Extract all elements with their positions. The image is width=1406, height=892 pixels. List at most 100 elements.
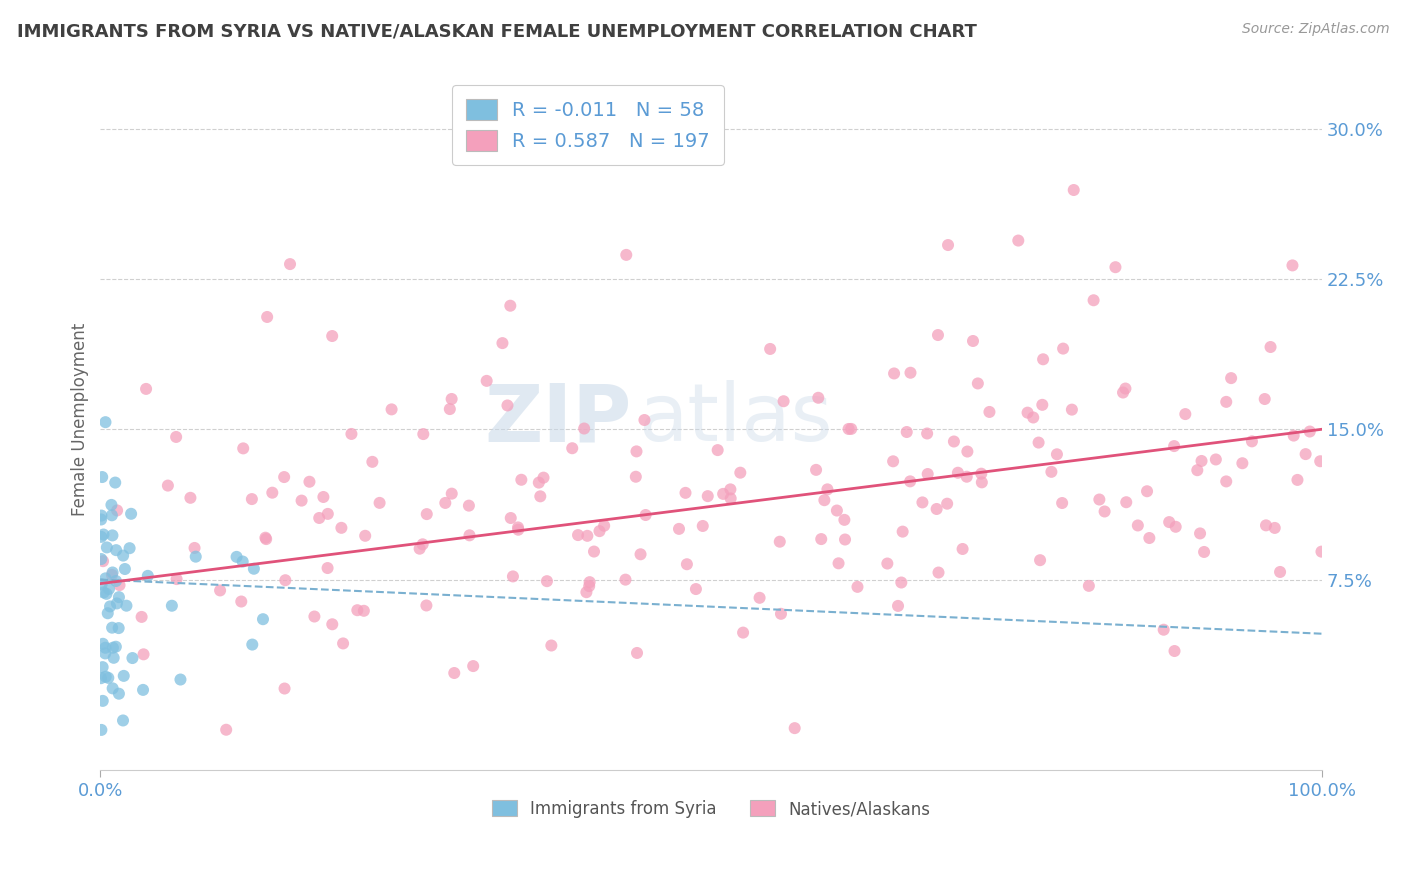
Point <box>1286 473 1309 487</box>
Point <box>896 425 918 439</box>
Point <box>1032 352 1054 367</box>
Point <box>1254 392 1277 406</box>
Point <box>578 575 600 590</box>
Point <box>105 503 128 517</box>
Point <box>434 496 457 510</box>
Point <box>408 541 430 556</box>
Point <box>103 650 125 665</box>
Point <box>1094 504 1116 518</box>
Point <box>529 489 551 503</box>
Point <box>807 391 830 405</box>
Point <box>105 574 128 588</box>
Point <box>1260 340 1282 354</box>
Point <box>94 670 117 684</box>
Point <box>572 421 595 435</box>
Point <box>1164 520 1187 534</box>
Point <box>184 549 207 564</box>
Point <box>1137 531 1160 545</box>
Point <box>887 599 910 613</box>
Point <box>254 532 277 546</box>
Point <box>917 467 939 481</box>
Point <box>576 529 599 543</box>
Point <box>928 566 950 580</box>
Point <box>634 508 657 522</box>
Point <box>769 607 792 621</box>
Point <box>94 640 117 655</box>
Point <box>1254 518 1277 533</box>
Point <box>706 443 728 458</box>
Point <box>353 604 375 618</box>
Point <box>1310 544 1333 558</box>
Point <box>316 507 339 521</box>
Point <box>136 569 159 583</box>
Point <box>278 257 301 271</box>
Point <box>361 455 384 469</box>
Point <box>108 578 131 592</box>
Point <box>730 466 752 480</box>
Point <box>463 659 485 673</box>
Point <box>508 523 530 537</box>
Point <box>415 599 437 613</box>
Point <box>668 522 690 536</box>
Point <box>1215 395 1237 409</box>
Point <box>101 528 124 542</box>
Point <box>1205 452 1227 467</box>
Point <box>232 442 254 456</box>
Point <box>711 487 734 501</box>
Point <box>90 671 112 685</box>
Point <box>346 603 368 617</box>
Point <box>132 682 155 697</box>
Point <box>876 557 898 571</box>
Point <box>101 568 124 582</box>
Point <box>900 366 922 380</box>
Point <box>1282 428 1305 442</box>
Point <box>312 490 335 504</box>
Point <box>1232 456 1254 470</box>
Point <box>804 463 827 477</box>
Point <box>262 485 284 500</box>
Point <box>1295 447 1317 461</box>
Point <box>925 502 948 516</box>
Legend: Immigrants from Syria, Natives/Alaskans: Immigrants from Syria, Natives/Alaskans <box>485 794 936 825</box>
Text: ZIP: ZIP <box>485 380 631 458</box>
Point <box>1153 623 1175 637</box>
Point <box>783 721 806 735</box>
Point <box>108 687 131 701</box>
Point <box>593 518 616 533</box>
Point <box>575 585 598 599</box>
Point <box>132 648 155 662</box>
Point <box>91 694 114 708</box>
Point <box>1126 518 1149 533</box>
Point <box>308 511 330 525</box>
Point <box>1174 407 1197 421</box>
Point <box>733 625 755 640</box>
Point <box>321 617 343 632</box>
Point <box>112 669 135 683</box>
Point <box>692 519 714 533</box>
Point <box>458 499 481 513</box>
Point <box>748 591 770 605</box>
Point <box>891 524 914 539</box>
Point <box>101 640 124 655</box>
Point <box>412 537 434 551</box>
Point <box>412 427 434 442</box>
Point <box>496 399 519 413</box>
Point <box>105 543 128 558</box>
Point <box>970 475 993 490</box>
Point <box>1215 475 1237 489</box>
Point <box>381 402 404 417</box>
Point <box>927 328 949 343</box>
Point <box>169 673 191 687</box>
Point <box>101 621 124 635</box>
Point <box>624 469 647 483</box>
Point <box>231 594 253 608</box>
Point <box>114 562 136 576</box>
Point <box>588 524 610 538</box>
Point <box>232 555 254 569</box>
Point <box>582 544 605 558</box>
Point <box>1240 434 1263 449</box>
Point <box>1104 260 1126 275</box>
Point <box>1083 293 1105 308</box>
Point <box>970 467 993 481</box>
Point <box>475 374 498 388</box>
